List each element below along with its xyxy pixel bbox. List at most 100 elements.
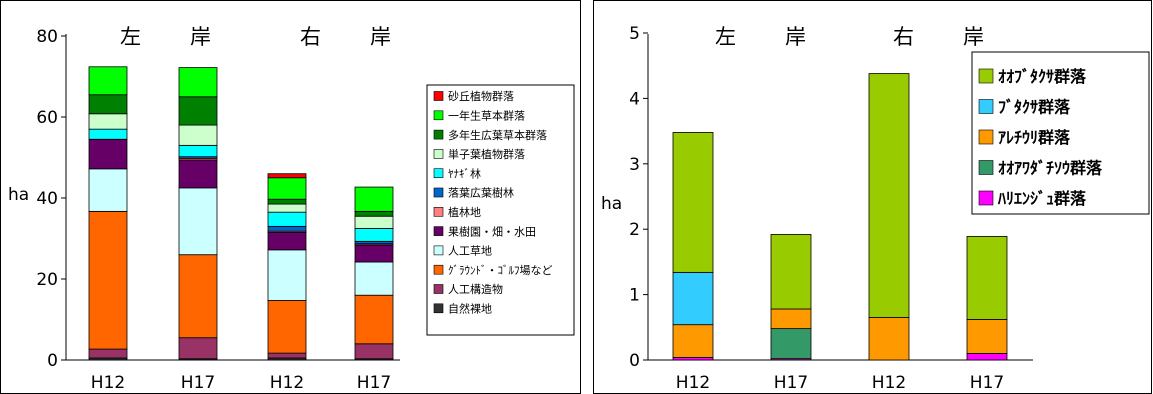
left-bar-segment: [178, 337, 218, 360]
left-legend-box: [426, 84, 575, 336]
left-legend-swatch: [433, 303, 444, 314]
left-bar-segment: [267, 225, 307, 232]
left-bar-segment: [267, 203, 307, 213]
right-legend-label: ｵｵﾌﾞﾀｸｻ群落: [998, 67, 1087, 86]
right-bar-segment: [672, 132, 714, 273]
left-legend-swatch: [433, 187, 444, 198]
left-x-ticks: H12 H17 H12 H17: [91, 373, 391, 393]
left-bar-segment: [178, 96, 218, 126]
right-legend-label: ﾊﾘｴﾝｼﾞｭ群落: [997, 189, 1087, 208]
left-bar-segment: [354, 294, 394, 345]
right-y-tick-label: 0: [629, 351, 640, 371]
left-group-label-right-bank: 右 岸: [300, 25, 405, 49]
left-x-tick-label: H17: [181, 373, 215, 393]
left-group-label-left-bank: 左 岸: [120, 25, 225, 49]
right-y-tick-label: 5: [629, 24, 640, 44]
left-bars: [88, 66, 394, 361]
left-x-tick-label: H12: [270, 373, 304, 393]
right-legend-label: ｱﾚﾁｳﾘ群落: [998, 128, 1071, 147]
left-legend-label: 自然裸地: [448, 301, 492, 315]
left-bar-segment: [267, 177, 307, 200]
left-bar-segment: [267, 232, 307, 251]
right-bar-segment: [966, 235, 1008, 320]
left-legend-swatch: [433, 245, 444, 256]
right-y-axis-label: ha: [601, 194, 622, 214]
right-x-tick-label: H12: [676, 373, 710, 393]
left-legend-label: 砂丘植物群落: [448, 89, 514, 103]
right-bar-segment: [770, 308, 812, 330]
right-bar-segment: [672, 271, 714, 326]
left-bar-segment: [88, 94, 128, 115]
right-y-ticks: 0 1 2 3 4 5: [629, 24, 648, 371]
left-legend-swatch: [433, 168, 444, 178]
left-legend-swatch: [433, 226, 444, 236]
right-legend-swatch: [978, 160, 994, 175]
left-y-tick-label: 0: [47, 351, 58, 371]
right-bar-segment: [868, 317, 910, 361]
left-legend-label: 植林地: [448, 205, 481, 219]
left-bar-segment: [267, 198, 307, 205]
left-bar-segment: [354, 343, 394, 360]
left-bar-segment: [267, 249, 307, 301]
left-y-tick-label: 60: [36, 108, 58, 128]
left-x-tick-label: H12: [91, 373, 125, 393]
right-x-ticks: H12 H17 H12 H17: [676, 373, 1004, 393]
left-bar-segment: [178, 124, 218, 146]
left-bar-segment: [354, 215, 394, 229]
left-legend-label: 多年生広葉草本群落: [448, 128, 547, 142]
right-y-tick-label: 2: [629, 220, 640, 240]
left-legend-swatch: [433, 207, 444, 217]
left-bar-segment: [354, 186, 394, 212]
right-group-label-right-bank: 右 岸: [893, 25, 998, 49]
left-y-tick-label: 40: [36, 189, 58, 209]
right-legend-label: ｵｵｱﾜﾀﾞﾁｿｳ群落: [998, 159, 1103, 178]
left-bar-segment: [88, 348, 128, 359]
right-legend: ｵｵﾌﾞﾀｸｻ群落 ﾌﾞﾀｸｻ群落 ｱﾚﾁｳﾘ群落 ｵｵｱﾜﾀﾞﾁｿｳ群落 ﾊﾘｴﾝｼﾞ…: [978, 67, 1103, 208]
left-y-axis-label: ha: [8, 185, 29, 205]
left-legend-swatch: [433, 264, 444, 275]
left-bar-segment: [267, 300, 307, 354]
left-bar-segment: [354, 227, 394, 242]
right-bar-segment: [868, 73, 910, 318]
right-legend-swatch: [978, 129, 994, 145]
left-y-tick-label: 20: [36, 270, 58, 290]
left-legend-swatch: [433, 129, 444, 140]
left-bar-segment: [267, 211, 307, 227]
left-bar-segment: [354, 244, 394, 263]
left-legend-swatch: [433, 149, 444, 159]
left-bar-segment: [178, 187, 218, 256]
right-x-tick-label: H17: [970, 373, 1004, 393]
left-legend-swatch: [433, 284, 444, 294]
right-y-tick-label: 3: [629, 155, 640, 175]
right-chart: 0 1 2 3 4 5 ha 左 岸 右 岸 H12 H17 H12 H17 ｵｵﾌﾞﾀｸｻ群落…: [593, 0, 1152, 394]
left-bar-segment: [267, 352, 307, 359]
right-legend-swatch: [978, 68, 994, 84]
left-bar-segment: [267, 173, 307, 179]
right-y-tick-label: 4: [629, 89, 640, 109]
left-legend-label: 人工草地: [448, 245, 492, 258]
left-legend-label: 落葉広葉樹林: [448, 186, 514, 200]
left-bar-segment: [88, 113, 128, 130]
left-bar-segment: [178, 144, 218, 158]
left-legend-label: 人工構造物: [448, 282, 503, 296]
right-x-tick-label: H17: [774, 373, 808, 393]
right-bar-segment: [966, 353, 1008, 361]
left-legend-label: 単子葉植物群落: [448, 147, 525, 161]
left-legend-swatch: [433, 91, 444, 101]
left-bar-segment: [88, 66, 128, 96]
right-legend-swatch: [978, 99, 994, 114]
left-bar-segment: [178, 159, 218, 189]
left-legend-label: 一年生草本群落: [448, 108, 525, 122]
right-y-tick-label: 1: [629, 286, 640, 306]
left-x-tick-label: H17: [357, 373, 391, 393]
right-x-tick-label: H12: [872, 373, 906, 393]
right-bar-segment: [770, 328, 812, 360]
left-bar-segment: [178, 67, 218, 98]
left-bar-segment: [88, 168, 128, 212]
right-bar-segment: [966, 319, 1008, 354]
left-legend-label: ﾔﾅｷﾞ林: [448, 166, 481, 180]
right-legend-box: [971, 51, 1150, 215]
left-legend-swatch: [433, 110, 444, 121]
left-bar-segment: [354, 261, 394, 296]
